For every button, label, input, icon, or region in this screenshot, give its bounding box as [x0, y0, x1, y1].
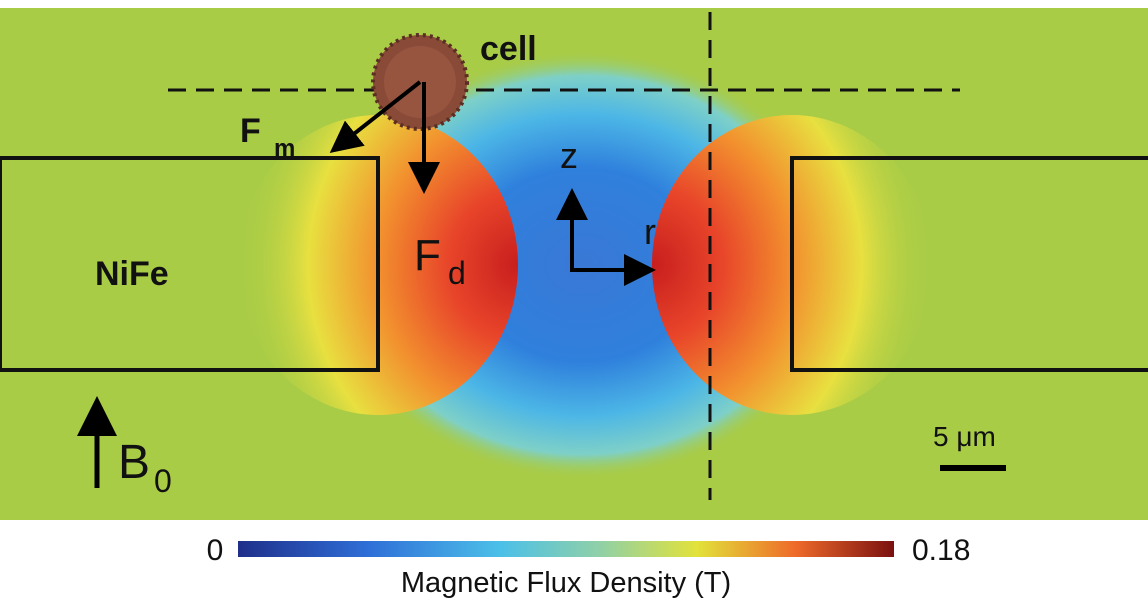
force-symbol: F	[240, 112, 261, 150]
material-label: NiFe	[95, 255, 169, 293]
field-subscript: 0	[154, 463, 172, 499]
axis-label: z	[560, 135, 578, 176]
force-subscript: m	[274, 135, 295, 162]
field-symbol: B	[118, 436, 150, 489]
colorbar-title: Magnetic Flux Density (T)	[401, 567, 731, 599]
colorbar	[238, 541, 894, 557]
force-subscript: d	[448, 255, 466, 291]
colorbar-max: 0.18	[912, 534, 970, 567]
scale-bar-label: 5 μm	[933, 421, 996, 452]
force-symbol: F	[414, 231, 441, 280]
cell-label: cell	[480, 30, 537, 68]
axis-label: r	[644, 211, 656, 252]
colorbar-min: 0	[207, 534, 224, 567]
figure: cell F m F d z r NiFe B 0 5 μm 0 0.18 Ma…	[0, 0, 1148, 605]
